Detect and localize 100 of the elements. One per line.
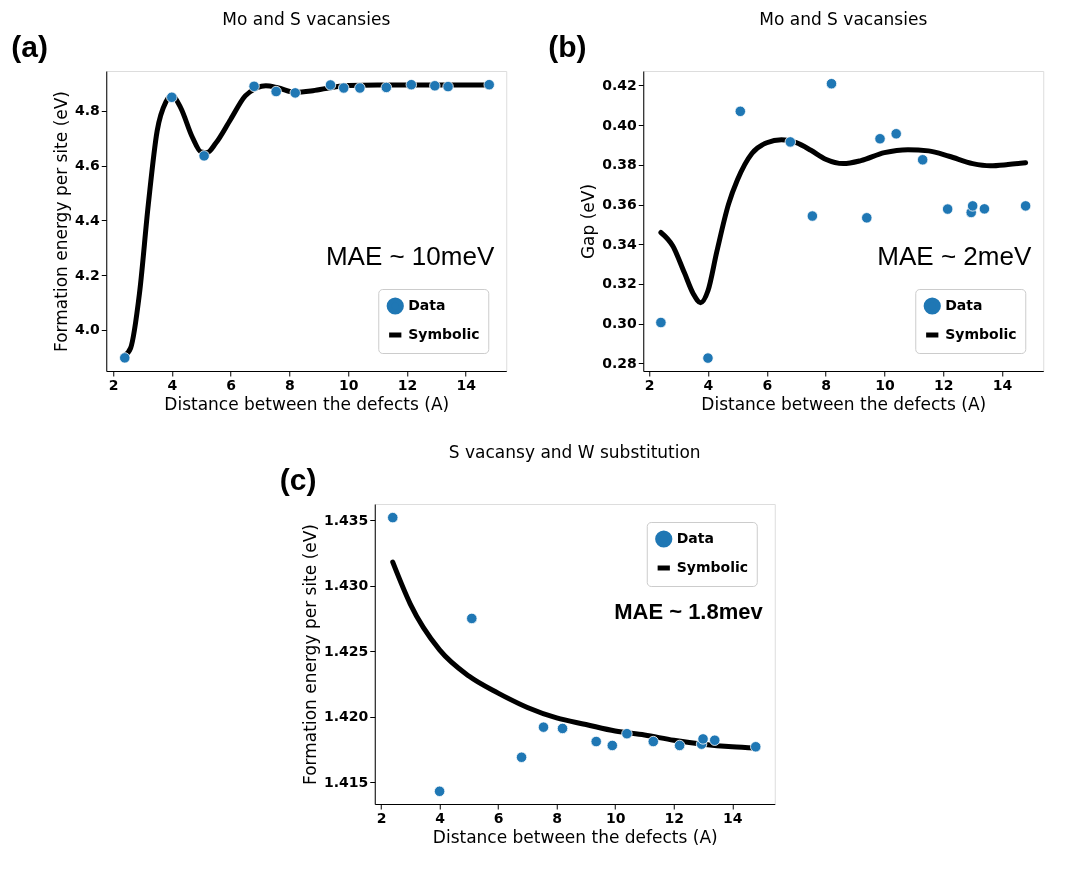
point	[874, 133, 886, 145]
x-tick-label: 8	[821, 376, 831, 393]
y-tick-label: 0.34	[602, 235, 637, 252]
y-tick-label: 4.2	[74, 266, 100, 283]
legend-label: Data	[945, 297, 983, 313]
legend-label: Data	[676, 530, 714, 546]
x-tick-label: 8	[284, 376, 295, 393]
point	[429, 80, 441, 92]
point	[697, 733, 709, 745]
y-tick-label: 0.42	[602, 76, 637, 93]
x-tick-label: 14	[723, 809, 743, 826]
point	[709, 734, 721, 746]
text: (c)	[279, 463, 317, 496]
x-tick-label: 6	[762, 376, 773, 393]
point	[825, 78, 838, 90]
point	[806, 210, 819, 222]
point	[590, 735, 602, 748]
y-tick-label: 1.420	[323, 708, 369, 725]
x-tick-label: 2	[108, 376, 119, 393]
point	[655, 316, 667, 329]
x-tick-label: 2	[644, 376, 655, 393]
x-tick-label: 10	[875, 376, 895, 393]
y-tick-label: 0.36	[602, 196, 637, 213]
x-tick-label: 10	[605, 809, 626, 826]
y-tick-label: 1.435	[323, 511, 369, 528]
point	[270, 85, 282, 98]
point	[942, 203, 954, 215]
y-tick-label: 0.30	[602, 315, 637, 332]
point	[387, 511, 399, 524]
point	[248, 80, 260, 92]
y-tick-label: 1.430	[323, 577, 369, 594]
x-axis-title: Distance between the defects (A)	[701, 393, 987, 414]
point	[537, 721, 550, 733]
point	[606, 739, 618, 752]
point	[890, 128, 902, 140]
y-tick-label: 1.415	[323, 773, 369, 790]
point	[702, 352, 714, 364]
x-axis-title: Distance between the defects (A)	[164, 393, 450, 414]
chart-title: S vacansy and W substitution	[448, 442, 701, 462]
point	[734, 105, 746, 117]
y-tick-label: 0.38	[602, 156, 637, 173]
point	[338, 82, 350, 94]
point	[647, 735, 659, 748]
point	[621, 728, 633, 740]
x-tick-label: 12	[934, 376, 954, 393]
y-axis-title: Gap (eV)	[578, 183, 599, 260]
annotation: MAE ~ 10meV	[325, 241, 495, 271]
annotation: MAE ~ 2meV	[877, 241, 1032, 271]
point	[466, 612, 478, 625]
point	[556, 722, 569, 735]
y-tick-label: 1.425	[323, 642, 369, 659]
point	[861, 212, 873, 224]
point	[289, 87, 301, 99]
y-tick-label: 0.32	[602, 275, 637, 292]
point	[515, 751, 528, 763]
x-tick-label: 14	[456, 376, 477, 393]
x-tick-label: 6	[226, 376, 236, 393]
text: (b)	[548, 30, 587, 63]
x-tick-label: 14	[992, 376, 1013, 393]
point	[380, 81, 392, 94]
x-tick-label: 2	[376, 809, 387, 826]
legend-label: Symbolic	[408, 326, 480, 342]
y-tick-label: 4.4	[74, 211, 100, 228]
point	[1019, 200, 1032, 212]
point	[119, 352, 131, 364]
legend-label: Symbolic	[945, 326, 1017, 342]
point	[978, 203, 991, 215]
y-tick-label: 4.6	[74, 157, 100, 174]
point	[433, 785, 446, 797]
annotation: MAE ~ 1.8mev	[614, 599, 764, 624]
x-tick-label: 4	[167, 376, 178, 393]
x-tick-label: 8	[552, 809, 563, 826]
x-tick-label: 10	[338, 376, 359, 393]
y-tick-label: 4.8	[74, 102, 100, 119]
x-tick-label: 4	[703, 376, 714, 393]
point	[673, 739, 686, 752]
x-tick-label: 12	[664, 809, 684, 826]
chart-title: Mo and S vacansies	[759, 9, 928, 29]
chart-title: Mo and S vacansies	[222, 9, 391, 29]
y-tick-label: 0.40	[602, 116, 637, 133]
point	[483, 79, 495, 91]
x-tick-label: 4	[435, 809, 446, 826]
point	[324, 79, 337, 91]
point	[166, 91, 178, 103]
point	[198, 150, 210, 162]
text: (a)	[11, 30, 48, 63]
point	[442, 80, 454, 93]
x-axis-title: Distance between the defects (A)	[432, 826, 718, 847]
y-tick-label: 4.0	[74, 321, 100, 338]
y-tick-label: 0.28	[602, 354, 637, 371]
y-axis-title: Formation energy per site (eV)	[50, 91, 71, 352]
point	[917, 154, 929, 166]
point	[967, 200, 979, 212]
x-tick-label: 6	[493, 809, 504, 826]
point	[750, 741, 762, 753]
legend-label: Symbolic	[676, 559, 749, 575]
point	[784, 136, 796, 148]
point	[405, 79, 417, 91]
x-tick-label: 12	[397, 376, 418, 393]
legend-label: Data	[408, 297, 446, 313]
